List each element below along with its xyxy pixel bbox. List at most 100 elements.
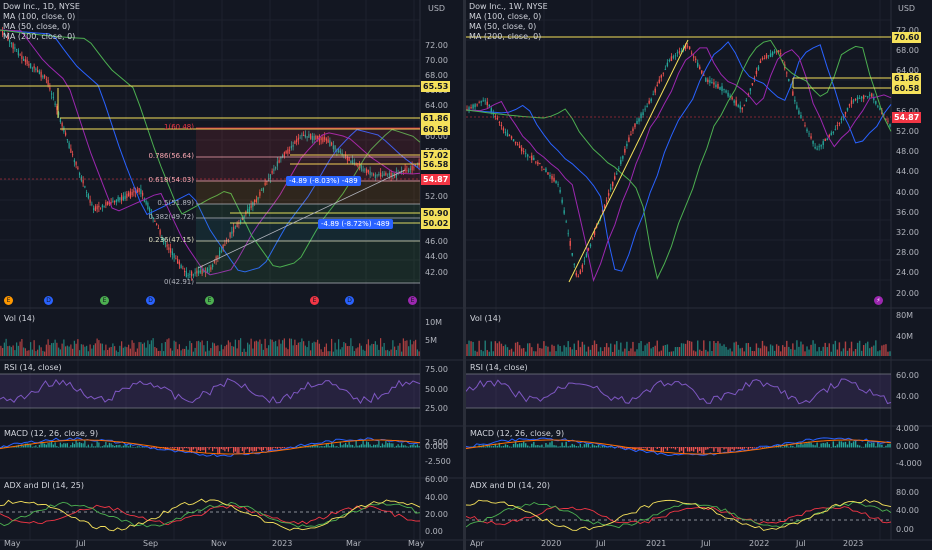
event-marker[interactable]: D [345, 296, 354, 305]
flash-icon[interactable]: ⚡ [874, 296, 883, 305]
volume-bar [313, 341, 315, 356]
event-marker[interactable]: E [408, 296, 417, 305]
candle-body [380, 172, 382, 177]
macd-histogram-bar [388, 442, 390, 448]
event-marker[interactable]: E [4, 296, 13, 305]
time-axis-label: Mar [346, 539, 362, 548]
macd-histogram-bar [320, 445, 322, 448]
macd-histogram-bar [145, 446, 147, 448]
volume-bar [250, 338, 252, 356]
volume-bar [767, 351, 770, 356]
candle-body [348, 157, 350, 161]
left-chart-panel[interactable]: Dow Inc., 1D, NYSE MA (100, close, 0) MA… [0, 0, 463, 550]
volume-bar [413, 341, 415, 356]
right-ma50-legend[interactable]: MA (50, close, 0) [469, 22, 537, 31]
macd-histogram-bar [72, 442, 74, 448]
candle-body [408, 169, 410, 173]
macd-histogram-bar [367, 442, 369, 448]
volume-bar [860, 350, 863, 356]
candle-body [656, 84, 658, 86]
left-measure-badge-2[interactable]: -4.89 (-8.72%) -489 [318, 219, 393, 229]
volume-bar [345, 343, 347, 356]
candle-body [177, 259, 179, 264]
macd-histogram-bar [317, 445, 319, 448]
candle-body [733, 100, 735, 103]
candle-body [271, 170, 273, 174]
candle-body [140, 188, 142, 194]
macd-histogram-bar [733, 447, 735, 451]
event-marker[interactable]: E [100, 296, 109, 305]
macd-histogram-bar [338, 446, 340, 448]
left-volume-title[interactable]: Vol (14) [4, 314, 35, 323]
candle-body [185, 271, 187, 278]
macd-histogram-bar [508, 446, 511, 448]
left-ma200-legend[interactable]: MA (200, close, 0) [3, 32, 76, 41]
volume-bar [122, 347, 124, 356]
event-marker[interactable]: E [205, 296, 214, 305]
candle-body [159, 230, 161, 235]
price-tick: 44.00 [896, 167, 919, 177]
volume-bar [539, 348, 541, 356]
volume-bar [191, 343, 193, 356]
candle-body [37, 70, 39, 72]
candle-body [56, 106, 58, 110]
macd-histogram-bar [701, 447, 703, 453]
adx-line [466, 498, 892, 531]
macd-histogram-bar [327, 442, 329, 448]
right-symbol-title[interactable]: Dow Inc., 1W, NYSE [469, 2, 548, 11]
macd-histogram-bar [597, 444, 600, 448]
time-axis-label: Apr [470, 539, 484, 548]
macd-histogram-bar [788, 446, 790, 448]
candle-body [324, 136, 326, 140]
left-measure-badge-1[interactable]: -4.89 (-8.03%) -489 [286, 176, 361, 186]
left-ma100-legend[interactable]: MA (100, close, 0) [3, 12, 76, 21]
macd-histogram-bar [229, 447, 231, 449]
left-ma50-legend[interactable]: MA (50, close, 0) [3, 22, 71, 31]
macd-histogram-bar [804, 443, 806, 448]
volume-bar [824, 342, 826, 356]
event-marker[interactable]: D [146, 296, 155, 305]
right-macd-title[interactable]: MACD (12, 26, close, 9) [470, 429, 565, 438]
candle-body [236, 222, 238, 228]
candle-body [310, 133, 312, 139]
macd-histogram-bar [280, 447, 282, 449]
volume-bar [577, 340, 580, 356]
volume-bar [652, 347, 654, 356]
volume-bar [796, 340, 798, 356]
right-rsi-title[interactable]: RSI (14, close) [470, 363, 528, 372]
candle-body [850, 100, 853, 105]
fib-level-label: 0.236(47.15) [148, 236, 194, 244]
candle-body [114, 200, 116, 203]
volume-bar [51, 343, 53, 356]
candle-body [782, 60, 784, 62]
event-marker[interactable]: D [44, 296, 53, 305]
candle-body [527, 154, 529, 157]
right-volume-title[interactable]: Vol (14) [470, 314, 501, 323]
macd-histogram-bar [551, 441, 553, 448]
macd-histogram-bar [98, 442, 100, 448]
volume-bar [397, 345, 399, 356]
left-symbol-title[interactable]: Dow Inc., 1D, NYSE [3, 2, 80, 11]
volume-bar [56, 342, 58, 356]
candle-body [401, 170, 403, 175]
macd-histogram-bar [299, 446, 301, 448]
candle-body [229, 232, 231, 238]
event-marker[interactable]: E [310, 296, 319, 305]
candle-body [670, 56, 673, 61]
right-ma200-legend[interactable]: MA (200, close, 0) [469, 32, 542, 41]
left-chart-canvas[interactable] [0, 0, 463, 550]
right-adx-title[interactable]: ADX and DI (14, 20) [470, 481, 550, 490]
macd-histogram-bar [502, 445, 505, 448]
left-rsi-title[interactable]: RSI (14, close) [4, 363, 62, 372]
macd-histogram-bar [547, 444, 549, 448]
right-ma100-legend[interactable]: MA (100, close, 0) [469, 12, 542, 21]
candle-body [614, 176, 616, 180]
macd-histogram-bar [808, 441, 810, 448]
volume-bar [327, 351, 329, 356]
macd-histogram-bar [285, 447, 287, 448]
right-chart-canvas[interactable] [466, 0, 932, 550]
right-chart-panel[interactable]: Dow Inc., 1W, NYSE MA (100, close, 0) MA… [466, 0, 932, 550]
left-macd-title[interactable]: MACD (12, 26, close, 9) [4, 429, 99, 438]
left-adx-title[interactable]: ADX and DI (14, 25) [4, 481, 84, 490]
chart-divider[interactable] [463, 0, 466, 550]
